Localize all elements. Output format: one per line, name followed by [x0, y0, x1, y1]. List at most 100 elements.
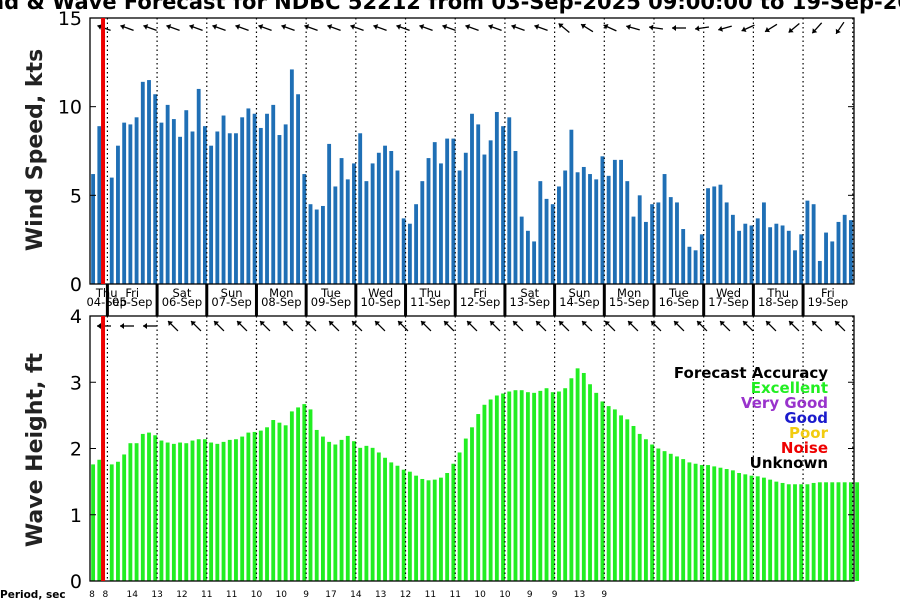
wave-bar [439, 477, 443, 581]
wind-bar [376, 152, 381, 284]
arrow-head [718, 25, 723, 32]
period-label: 10 [474, 590, 486, 600]
wind-bar [470, 113, 474, 284]
legend-title: Forecast Accuracy [674, 364, 828, 382]
wind-direction-arrow [442, 24, 456, 32]
wind-bar [457, 170, 462, 284]
day-name-label: Wed [368, 286, 393, 300]
wave-bar [631, 425, 636, 581]
arrow-head [143, 24, 149, 30]
wind-bar [321, 205, 325, 284]
wind-direction-arrow [396, 24, 410, 32]
period-label: 9 [303, 590, 309, 600]
day-name-label: Tue [320, 286, 341, 300]
day-date-label: 19-Sep [808, 295, 848, 309]
wind-bar [463, 152, 468, 284]
arrow-head [789, 321, 794, 326]
chart-title: Wind & Wave Forecast for NDBC 52212 from… [0, 0, 900, 14]
wave-bar [289, 411, 294, 581]
legend-excellent: Excellent [751, 379, 828, 397]
wind-bar [159, 122, 164, 284]
wave-bar [109, 464, 114, 581]
wave-direction-arrow [213, 320, 225, 332]
arrow-head [626, 24, 631, 31]
wind-bar [643, 221, 648, 284]
wave-bar [308, 409, 313, 581]
day-name-label: Thu [419, 286, 442, 300]
wind-direction-arrow [788, 23, 800, 33]
wave-bar [501, 393, 505, 581]
wind-bar [289, 69, 294, 285]
wind-direction-arrow [143, 24, 157, 32]
arrow-head [720, 321, 725, 326]
arrow-head [765, 27, 771, 33]
wave-bar [662, 451, 667, 581]
wind-bar [314, 209, 319, 284]
day-name-label: Fri [821, 286, 835, 300]
wind-bar [190, 131, 195, 284]
wind-bar [594, 179, 599, 284]
wind-direction-arrow [648, 24, 664, 31]
arrow-head [396, 24, 402, 30]
wind-bar [824, 232, 828, 284]
wind-direction-arrow [419, 24, 433, 32]
wave-bar [314, 429, 319, 581]
wind-bar [227, 133, 232, 284]
wind-bar [538, 181, 543, 284]
wind-y-tick-label: 0 [70, 274, 82, 296]
wind-direction-arrow [281, 24, 295, 32]
wind-direction-arrow [465, 24, 479, 32]
wind-bar [221, 115, 226, 284]
wave-bar [774, 481, 779, 582]
wave-direction-arrow [282, 320, 294, 332]
wave-bar [426, 480, 431, 581]
wave-axes: 0 1 2 3 4 [70, 306, 855, 593]
period-label: 11 [450, 590, 461, 600]
wave-bar [575, 368, 580, 581]
day-date-label: 17-Sep [708, 295, 748, 309]
arrow-head [695, 25, 700, 32]
wave-bar [817, 482, 822, 581]
arrow-head [281, 24, 287, 30]
arrow-head [191, 321, 196, 326]
wind-bar [364, 181, 369, 284]
wind-bar [482, 154, 487, 284]
period-label: 10 [499, 590, 511, 600]
wind-bar [842, 214, 847, 284]
wave-bar [165, 442, 170, 581]
wave-bar [283, 425, 288, 581]
arrow-head [375, 321, 380, 326]
wave-bar [836, 482, 841, 581]
wind-bar [265, 113, 269, 284]
wave-direction-arrow [811, 320, 823, 332]
arrow-head [582, 321, 587, 326]
wind-bar [178, 136, 182, 284]
wave-direction-arrow [443, 320, 455, 332]
wave-bar [339, 439, 344, 581]
period-label: 10 [251, 590, 263, 600]
wind-bar [370, 163, 375, 284]
wind-bar [383, 145, 387, 284]
wave-bar [650, 444, 655, 581]
wave-bar [321, 436, 325, 581]
wind-bar [600, 156, 605, 284]
wave-y-tick-label: 4 [70, 306, 82, 328]
wave-bar [724, 469, 729, 581]
wave-bar [389, 462, 394, 581]
wave-bar [718, 467, 723, 581]
wind-bar [687, 246, 692, 284]
wind-bar [345, 179, 350, 284]
wave-direction-arrow [120, 323, 134, 329]
wind-bar [147, 80, 151, 284]
wave-direction-arrow [305, 320, 317, 332]
wave-bar [463, 438, 468, 581]
wind-bar [706, 188, 710, 284]
wind-bar [532, 241, 537, 284]
wave-bar [364, 445, 369, 581]
wave-direction-arrow [696, 320, 708, 332]
wind-bar [612, 159, 617, 284]
wind-bar [389, 151, 394, 284]
wave-bar [358, 447, 363, 581]
arrow-head [581, 23, 587, 29]
